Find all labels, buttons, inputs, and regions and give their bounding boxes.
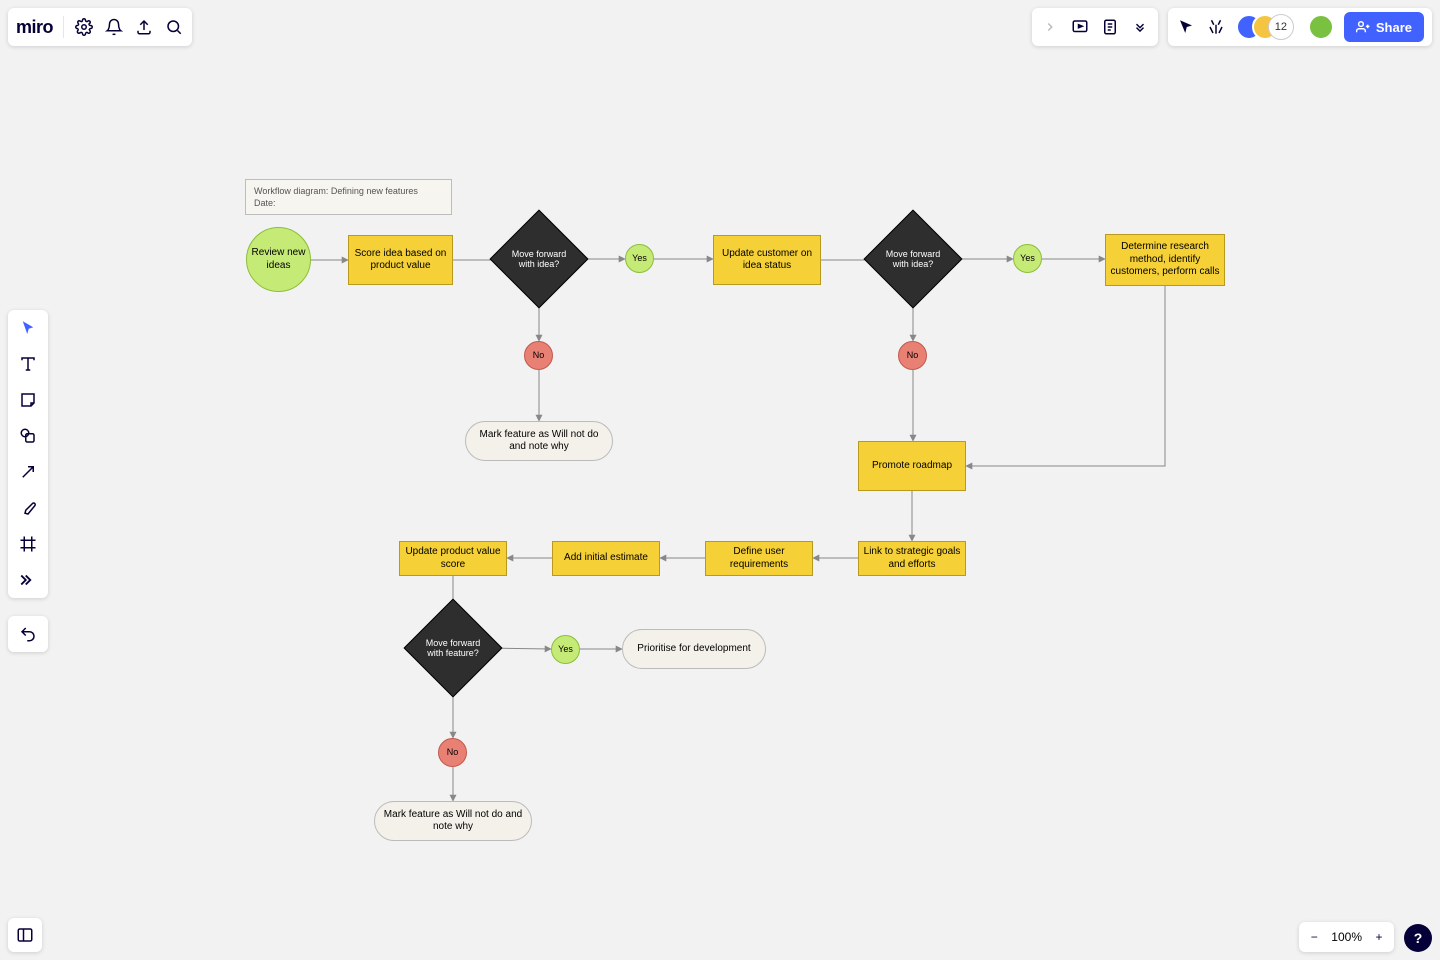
title-line1: Workflow diagram: Defining new features — [254, 186, 443, 198]
node-dec3[interactable]: Move forward with feature? — [418, 613, 488, 683]
node-update[interactable]: Update customer on idea status — [713, 235, 821, 285]
node-estimate[interactable]: Add initial estimate — [552, 541, 660, 576]
node-no1[interactable]: No — [524, 341, 553, 370]
title-line2: Date: — [254, 198, 443, 210]
node-label: Move forward with idea? — [504, 224, 574, 294]
canvas[interactable]: Workflow diagram: Defining new features … — [0, 0, 1440, 960]
edges-layer — [0, 0, 1440, 960]
node-mark1[interactable]: Mark feature as Will not do and note why — [465, 421, 613, 461]
node-label: Move forward with idea? — [878, 224, 948, 294]
node-label: Move forward with feature? — [418, 613, 488, 683]
node-defuser[interactable]: Define user requirements — [705, 541, 813, 576]
node-score[interactable]: Score idea based on product value — [348, 235, 453, 285]
title-box[interactable]: Workflow diagram: Defining new features … — [245, 179, 452, 215]
node-dec1[interactable]: Move forward with idea? — [504, 224, 574, 294]
node-review[interactable]: Review new ideas — [246, 227, 311, 292]
node-updscore[interactable]: Update product value score — [399, 541, 507, 576]
node-yes1[interactable]: Yes — [625, 244, 654, 273]
node-no2[interactable]: No — [898, 341, 927, 370]
node-yes2[interactable]: Yes — [1013, 244, 1042, 273]
node-mark2[interactable]: Mark feature as Will not do and note why — [374, 801, 532, 841]
node-determine[interactable]: Determine research method, identify cust… — [1105, 234, 1225, 286]
node-promote[interactable]: Promote roadmap — [858, 441, 966, 491]
node-prioritise[interactable]: Prioritise for development — [622, 629, 766, 669]
node-dec2[interactable]: Move forward with idea? — [878, 224, 948, 294]
node-link[interactable]: Link to strategic goals and efforts — [858, 541, 966, 576]
node-yes3[interactable]: Yes — [551, 635, 580, 664]
node-no3[interactable]: No — [438, 738, 467, 767]
